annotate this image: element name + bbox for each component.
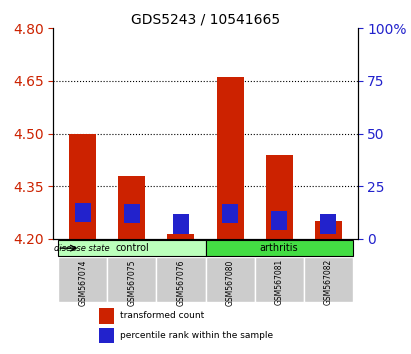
FancyBboxPatch shape [157, 257, 206, 302]
Text: GSM567074: GSM567074 [79, 259, 88, 306]
Bar [315, 221, 342, 239]
Text: percentile rank within the sample: percentile rank within the sample [120, 331, 273, 340]
Text: GSM567076: GSM567076 [176, 259, 185, 306]
Text: control: control [115, 243, 149, 253]
Bar [168, 234, 194, 239]
Text: arthritis: arthritis [260, 243, 298, 253]
Text: GSM567075: GSM567075 [127, 259, 136, 306]
Text: GSM567081: GSM567081 [275, 259, 284, 306]
Bar [75, 203, 91, 222]
Bar [99, 308, 114, 324]
Bar [266, 155, 293, 239]
Bar [217, 78, 243, 239]
Bar [173, 214, 189, 234]
Bar [118, 176, 145, 239]
FancyBboxPatch shape [58, 257, 107, 302]
Text: disease state: disease state [54, 244, 110, 253]
Bar [124, 204, 140, 223]
Text: GDS5243 / 10541665: GDS5243 / 10541665 [131, 12, 280, 27]
Text: transformed count: transformed count [120, 311, 205, 320]
Bar [222, 204, 238, 223]
Text: GSM567080: GSM567080 [226, 259, 235, 306]
FancyBboxPatch shape [254, 257, 304, 302]
Bar [271, 211, 287, 230]
Bar [320, 214, 336, 234]
FancyBboxPatch shape [206, 257, 254, 302]
Bar [99, 328, 114, 343]
Text: GSM567082: GSM567082 [323, 259, 332, 306]
FancyBboxPatch shape [107, 257, 157, 302]
FancyBboxPatch shape [206, 240, 353, 256]
Bar [69, 134, 96, 239]
FancyBboxPatch shape [304, 257, 353, 302]
FancyBboxPatch shape [58, 240, 206, 256]
